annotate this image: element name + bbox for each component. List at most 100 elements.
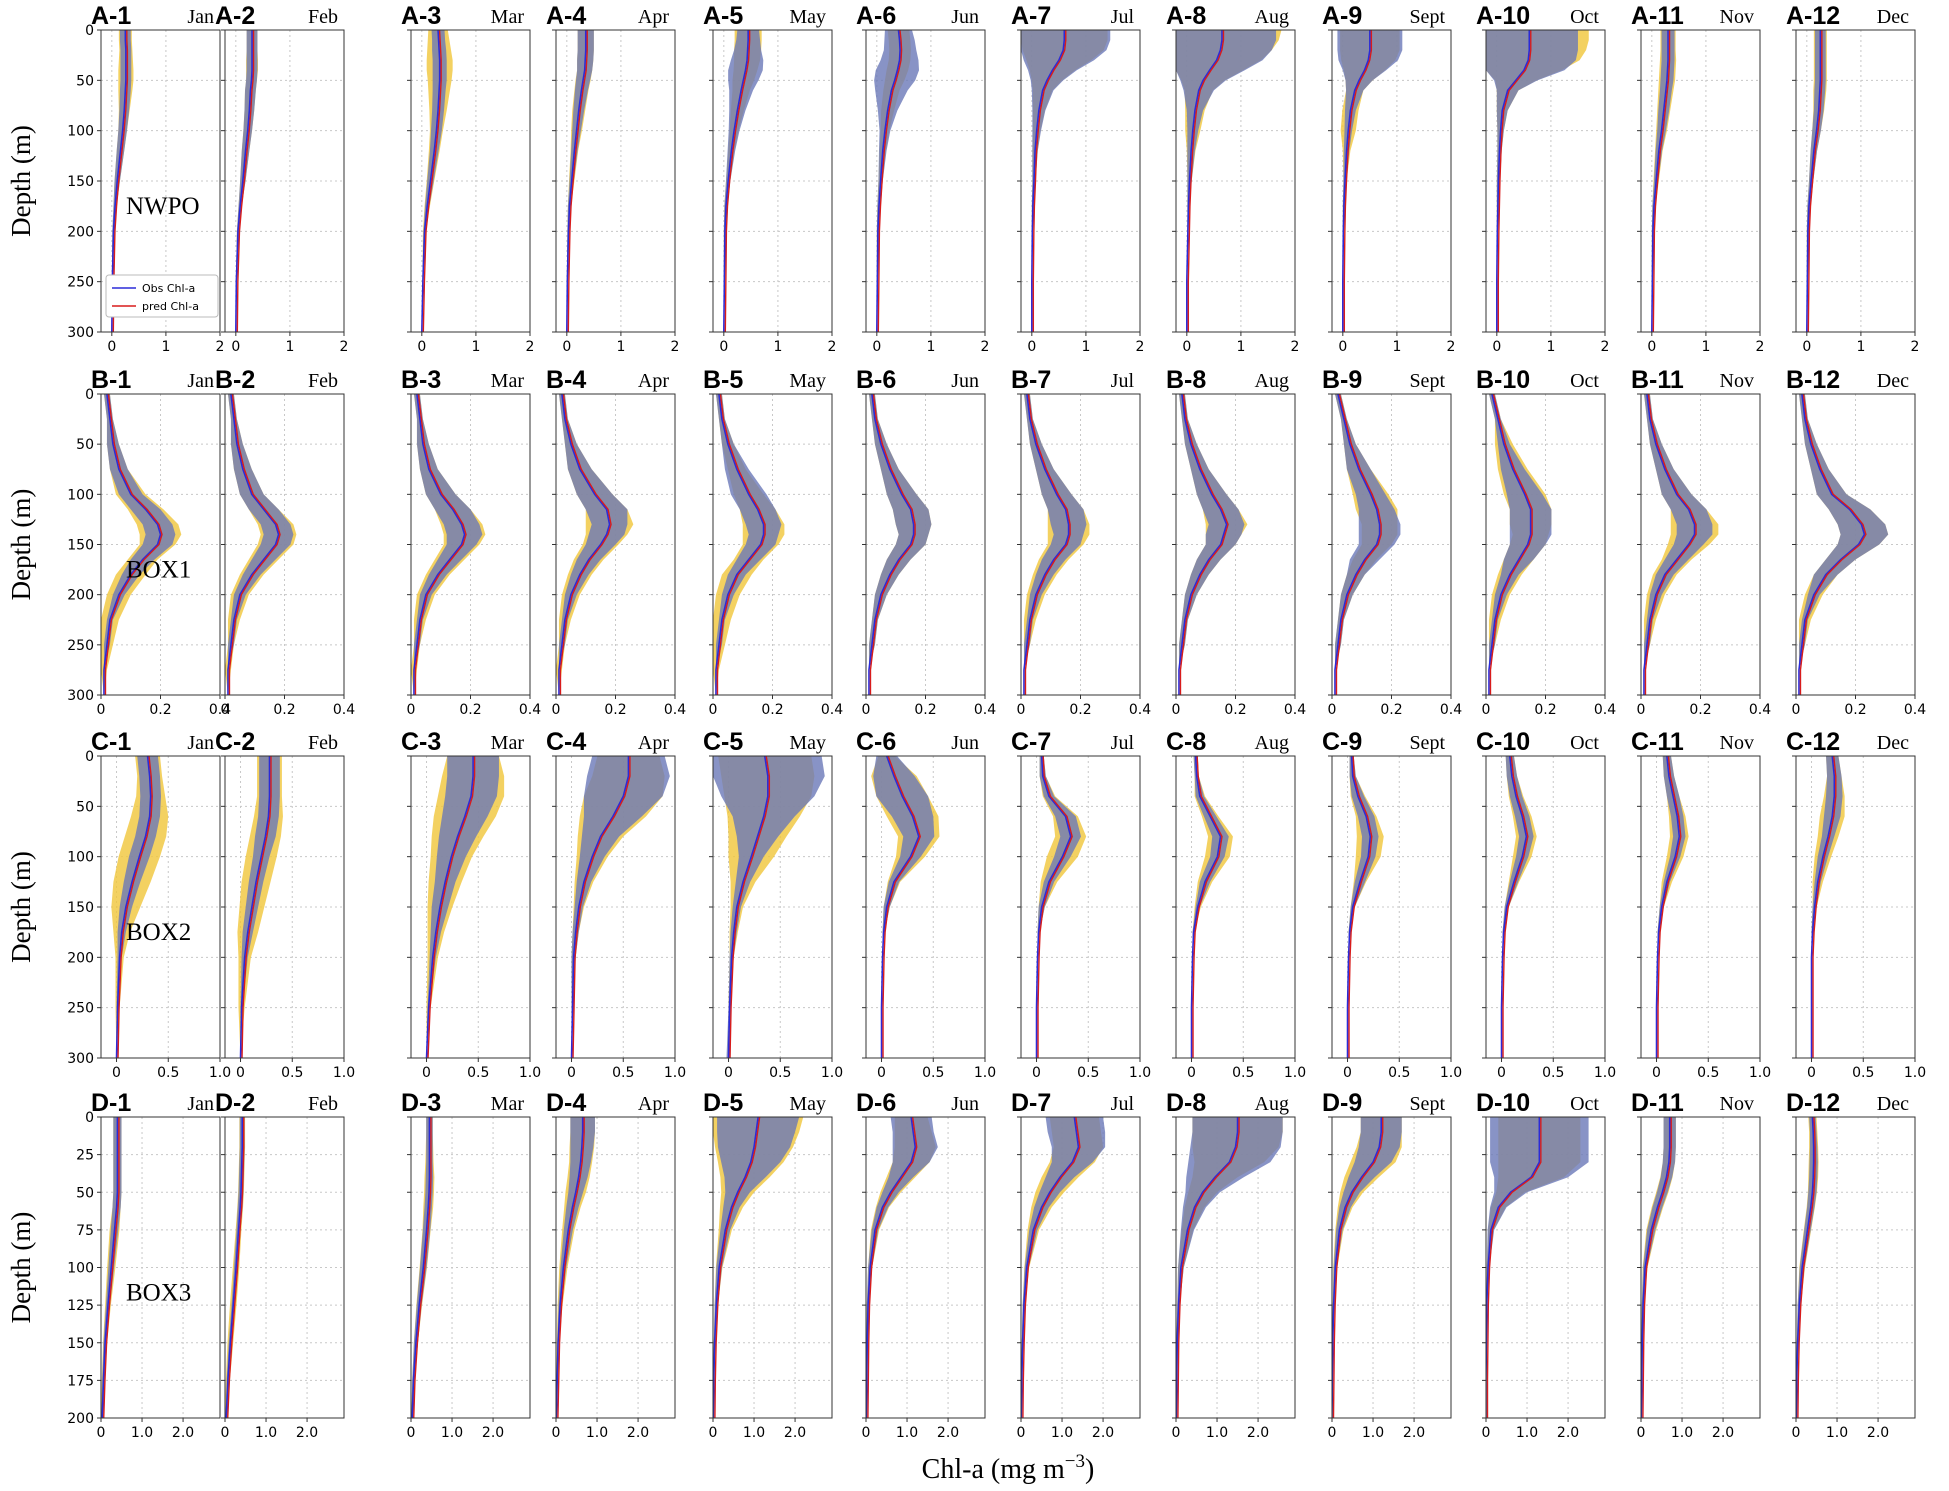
x-tick-label: 1.0 <box>1362 1425 1384 1441</box>
panel-label: B-7 <box>1011 366 1051 394</box>
panel-label: A-9 <box>1322 2 1362 30</box>
panel-label: D-10 <box>1476 1089 1530 1117</box>
month-label: Mar <box>491 1093 525 1115</box>
panel-label: C-2 <box>215 728 255 756</box>
x-tick-label: 0 <box>1328 1425 1337 1441</box>
plot-area <box>411 1117 435 1418</box>
x-tick-label: 0.4 <box>664 702 686 718</box>
plot-area <box>111 756 169 1058</box>
panel-label: A-4 <box>546 2 586 30</box>
x-tick-label: 0 <box>1017 702 1026 718</box>
month-label: Sept <box>1409 370 1445 392</box>
month-label: Feb <box>308 6 338 28</box>
plot-area <box>225 394 297 695</box>
obs-mean-line <box>1190 756 1222 1058</box>
panel-label: A-2 <box>215 2 255 30</box>
obs-mean-line <box>715 394 765 695</box>
x-tick-label: 1.0 <box>1671 1425 1693 1441</box>
plot-area <box>1334 394 1401 695</box>
obs-mean-line <box>1641 1117 1671 1418</box>
y-tick-label: 100 <box>67 1261 94 1277</box>
pred-mean-line <box>1807 30 1823 332</box>
x-tick-label: 1 <box>1392 339 1401 355</box>
plot-area <box>566 30 594 332</box>
x-tick-label: 1 <box>926 339 935 355</box>
obs-mean-line <box>1500 756 1528 1058</box>
pred-mean-line <box>1332 1117 1384 1418</box>
obs-mean-line <box>1178 394 1228 695</box>
panel-B-9: 0 0.2 0.4 B-9 Sept <box>1322 366 1462 718</box>
x-tick-label: 0 <box>724 1065 733 1081</box>
month-label: May <box>789 370 826 392</box>
plot-area <box>1178 394 1248 695</box>
panel-label: A-7 <box>1011 2 1051 30</box>
obs-mean-line <box>866 1117 917 1418</box>
x-tick-label: 0 <box>552 1425 561 1441</box>
y-tick-label: 50 <box>76 799 94 815</box>
x-tick-label: 2.0 <box>482 1425 504 1441</box>
obs-mean-line <box>227 394 280 695</box>
pred-mean-line <box>716 394 766 695</box>
month-label: Jun <box>951 6 979 28</box>
plot-area <box>556 394 634 695</box>
pred-mean-line <box>724 30 751 332</box>
x-tick-label: 0 <box>1172 1425 1181 1441</box>
obs-mean-line <box>1810 756 1836 1058</box>
x-tick-label: 0 <box>719 339 728 355</box>
plot-area <box>570 756 670 1058</box>
panel-D-1: 0 1.0 2.0 0 25 50 75 100 125 150 175 200 D-1 Jan BOX3 <box>67 1089 221 1441</box>
pred-mean-line <box>1799 394 1867 695</box>
panel-label: A-12 <box>1786 2 1840 30</box>
y-tick-label: 200 <box>67 588 94 604</box>
x-tick-label: 1.0 <box>131 1425 153 1441</box>
x-tick-label: 0 <box>407 1425 416 1441</box>
obs-spread-band <box>1332 1117 1402 1418</box>
panel-D-6: 0 1.0 2.0 D-6 Jun <box>856 1089 986 1441</box>
x-tick-label: 1.0 <box>1826 1425 1848 1441</box>
panel-label: A-8 <box>1166 2 1206 30</box>
panel-A-1: 0 1 2 0 50 100 150 200 250 300 A-1 Jan NWPO <box>67 2 224 355</box>
y-tick-label: 0 <box>85 387 94 403</box>
panel-label: A-11 <box>1631 2 1684 30</box>
y-tick-label: 250 <box>67 275 94 291</box>
x-tick-label: 1 <box>616 339 625 355</box>
plot-area <box>713 394 785 695</box>
month-label: Aug <box>1255 6 1289 28</box>
x-tick-label: 2.0 <box>1247 1425 1269 1441</box>
month-label: Mar <box>491 6 525 28</box>
y-tick-label: 150 <box>67 174 94 190</box>
panel-label: B-1 <box>91 366 131 394</box>
x-tick-label: 0 <box>1172 702 1181 718</box>
month-label: Apr <box>638 732 669 754</box>
x-tick-label: 0 <box>231 339 240 355</box>
plot-area <box>101 394 182 695</box>
x-tick-label: 1.0 <box>519 1065 541 1081</box>
y-tick-label: 50 <box>76 1185 94 1201</box>
obs-spread-band <box>713 756 825 1058</box>
obs-mean-line <box>413 394 466 695</box>
x-tick-label: 0 <box>1027 339 1036 355</box>
x-tick-label: 0 <box>567 1065 576 1081</box>
plot-area <box>111 30 134 332</box>
x-tick-label: 0 <box>1187 1065 1196 1081</box>
x-tick-label: 0.5 <box>922 1065 944 1081</box>
panel-label: B-5 <box>703 366 743 394</box>
panel-D-12: 0 1.0 2.0 D-12 Dec <box>1786 1089 1916 1441</box>
pred-mean-line <box>1642 1117 1672 1418</box>
month-label: Jun <box>951 370 979 392</box>
panel-label: B-11 <box>1631 366 1684 394</box>
x-tick-label: 1.0 <box>743 1425 765 1441</box>
pred-mean-line <box>557 1117 585 1418</box>
x-tick-label: 1.0 <box>441 1425 463 1441</box>
month-label: May <box>789 6 826 28</box>
x-tick-label: 0.2 <box>1534 702 1556 718</box>
x-tick-label: 1 <box>161 339 170 355</box>
x-tick-label: 0.4 <box>1749 702 1771 718</box>
panel-label: C-12 <box>1786 728 1840 756</box>
x-tick-label: 2.0 <box>1403 1425 1425 1441</box>
x-tick-label: 1 <box>471 339 480 355</box>
x-tick-label: 0.2 <box>273 702 295 718</box>
x-tick-label: 2.0 <box>1092 1425 1114 1441</box>
month-label: Dec <box>1877 6 1909 28</box>
grid <box>1176 755 1296 1059</box>
